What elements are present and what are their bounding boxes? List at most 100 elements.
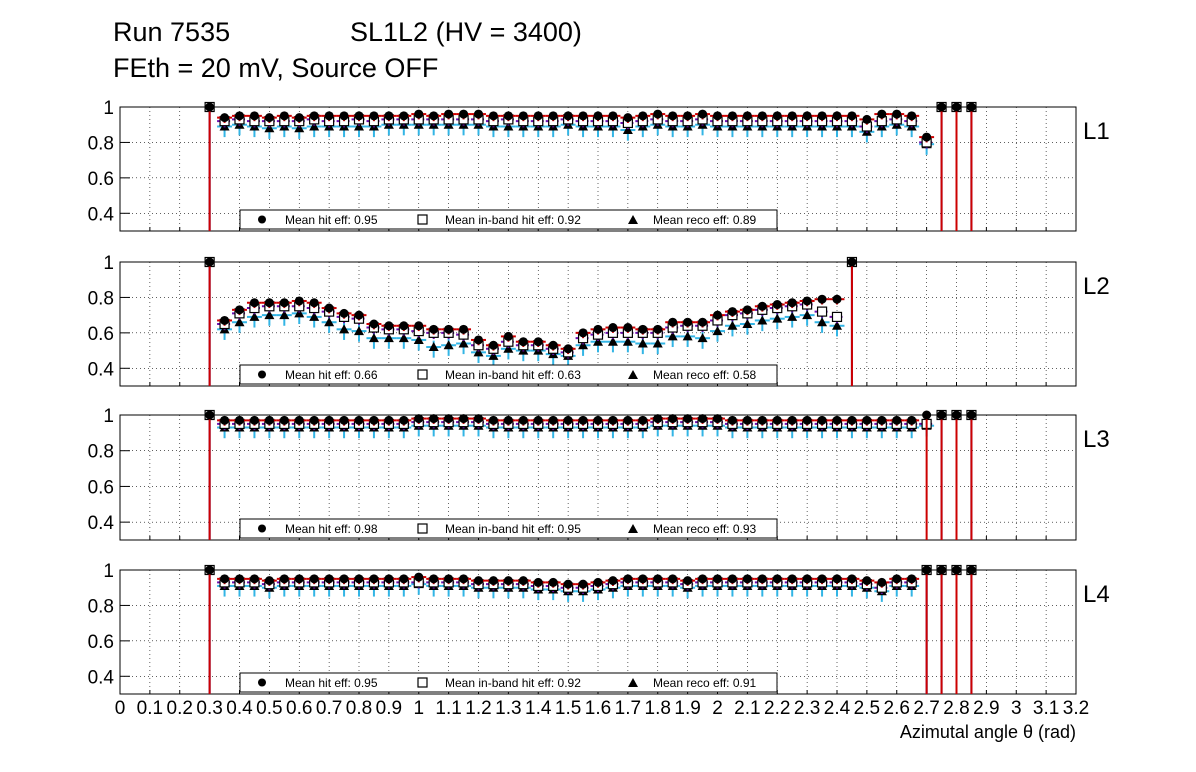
- point-hit: [249, 415, 259, 425]
- point-hit: [817, 111, 827, 121]
- point-hit: [593, 415, 603, 425]
- point-reco: [473, 347, 484, 357]
- point-hit: [578, 415, 588, 425]
- point-reco: [443, 340, 454, 350]
- x-tick-label: 0.2: [167, 698, 193, 719]
- point-hit: [459, 109, 469, 119]
- point-hit: [235, 574, 244, 584]
- point-hit: [444, 574, 454, 584]
- point-hit: [937, 410, 947, 420]
- point-hit: [264, 415, 274, 425]
- point-hit: [235, 305, 244, 315]
- point-hit: [907, 415, 917, 425]
- legend-hit-label: Mean hit eff: 0.95: [285, 676, 378, 690]
- point-hit: [205, 257, 215, 267]
- y-tick-label: 1: [103, 253, 114, 274]
- x-tick-label: 0.7: [316, 698, 342, 719]
- point-hit: [593, 324, 603, 334]
- point-hit: [802, 415, 812, 425]
- point-reco: [354, 326, 364, 336]
- point-hit: [249, 298, 259, 308]
- y-tick-label: 1: [103, 561, 114, 582]
- point-hit: [249, 111, 259, 121]
- point-hit: [787, 298, 797, 308]
- point-reco: [368, 333, 379, 343]
- point-hit: [742, 574, 752, 584]
- y-tick-label: 0.6: [88, 324, 114, 345]
- point-hit: [414, 109, 424, 119]
- point-hit: [503, 331, 513, 341]
- legend-reco-marker: [628, 524, 638, 533]
- point-hit: [474, 335, 483, 345]
- point-hit: [533, 337, 543, 347]
- x-tick-label: 2.7: [913, 698, 939, 719]
- point-hit: [384, 415, 394, 425]
- point-hit: [623, 574, 633, 584]
- point-hit: [757, 415, 767, 425]
- point-hit: [474, 414, 483, 424]
- legend: Mean hit eff: 0.66 Mean in-band hit eff: …: [239, 364, 778, 385]
- point-hit: [742, 415, 752, 425]
- x-tick-label: 1.2: [465, 698, 491, 719]
- point-hit: [832, 574, 842, 584]
- point-reco: [398, 333, 409, 343]
- y-tick-label: 0.4: [88, 667, 115, 688]
- x-tick-label: 2.6: [884, 698, 910, 719]
- point-hit: [862, 114, 872, 124]
- point-hit: [847, 415, 857, 425]
- point-hit: [399, 111, 409, 121]
- point-hit: [713, 111, 722, 121]
- point-hit: [429, 414, 439, 424]
- point-hit: [608, 111, 618, 121]
- point-hit: [548, 577, 558, 587]
- point-hit: [414, 321, 424, 331]
- point-hit: [533, 577, 543, 587]
- point-hit: [832, 415, 842, 425]
- point-reco: [622, 125, 633, 135]
- legend-reco-label: Mean reco eff: 0.89: [653, 213, 757, 227]
- point-hit: [279, 415, 289, 425]
- point-reco: [264, 123, 275, 133]
- point-hit: [354, 574, 364, 584]
- point-hit: [862, 576, 872, 586]
- point-hit: [952, 565, 961, 575]
- point-reco: [742, 319, 753, 328]
- x-tick-label: 2.3: [794, 698, 820, 719]
- point-hit: [444, 324, 454, 334]
- point-hit: [772, 111, 782, 121]
- point-hit: [578, 579, 588, 589]
- point-reco: [503, 121, 514, 131]
- point-reco: [324, 317, 335, 327]
- point-hit: [668, 111, 678, 121]
- point-reco: [503, 343, 514, 353]
- point-hit: [727, 415, 737, 425]
- legend-reco-label: Mean reco eff: 0.93: [653, 522, 757, 536]
- point-hit: [698, 109, 708, 119]
- point-hit: [339, 308, 349, 318]
- panel-l4: 0.4 0.6 0.8 1 L4 Mean hit eff: 0.95 Mean in-ba…: [88, 561, 1110, 695]
- point-hit: [429, 111, 439, 121]
- point-hit: [653, 324, 663, 334]
- legend-box: [239, 209, 778, 230]
- x-tick-label: 1.9: [674, 698, 700, 719]
- point-hit: [459, 414, 469, 424]
- point-hit: [668, 574, 678, 584]
- panels-group: 0.4 0.6 0.8 1 L1 Mean hit eff: 0.95 Mean in-ba…: [88, 98, 1110, 695]
- x-axis: 0 0.1 0.2 0.3 0.4 0.5 0.6 0.7 0.8 0.9 1 1.1 1.2 1.3 1.…: [115, 698, 1090, 719]
- point-hit: [399, 415, 409, 425]
- point-reco: [309, 121, 320, 131]
- point-hit: [653, 574, 663, 584]
- point-hit: [698, 414, 708, 424]
- point-hit: [488, 576, 498, 586]
- y-tick-label: 1: [103, 406, 114, 427]
- point-hit: [862, 415, 872, 425]
- point-hit: [638, 415, 648, 425]
- point-reco: [817, 317, 828, 327]
- point-hit: [444, 109, 454, 119]
- x-tick-label: 1.1: [435, 698, 461, 719]
- legend: Mean hit eff: 0.98 Mean in-band hit eff: …: [239, 518, 778, 539]
- panel-label-l2: L2: [1083, 273, 1110, 300]
- x-tick-label: 1.5: [555, 698, 581, 719]
- x-tick-label: 2.4: [824, 698, 851, 719]
- x-tick-label: 2.8: [943, 698, 969, 719]
